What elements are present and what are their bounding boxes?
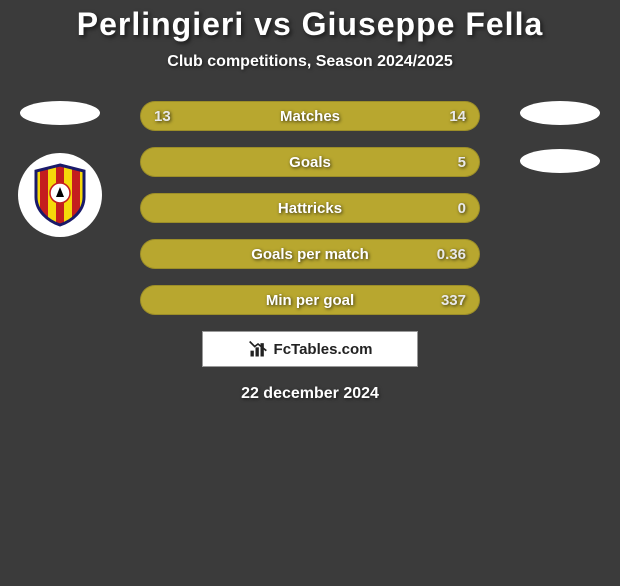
stat-label: Min per goal	[266, 292, 354, 309]
date-text: 22 december 2024	[0, 385, 620, 403]
stat-right-value: 5	[458, 154, 466, 171]
stat-label: Goals per match	[251, 246, 369, 263]
stat-row-goals: Goals 5	[140, 147, 480, 177]
watermark: FcTables.com	[202, 331, 418, 367]
watermark-text: FcTables.com	[274, 341, 373, 358]
stat-label: Goals	[289, 154, 331, 171]
stat-rows: 13 Matches 14 Goals 5 Hattricks 0 Goals …	[140, 101, 480, 315]
stat-row-gpm: Goals per match 0.36	[140, 239, 480, 269]
comparison-subtitle: Club competitions, Season 2024/2025	[0, 53, 620, 71]
stat-label: Matches	[280, 108, 340, 125]
stat-row-matches: 13 Matches 14	[140, 101, 480, 131]
player-left-placeholder	[20, 101, 100, 125]
comparison-title: Perlingieri vs Giuseppe Fella	[0, 6, 620, 43]
bar-chart-icon	[248, 339, 268, 359]
comparison-content: 13 Matches 14 Goals 5 Hattricks 0 Goals …	[0, 101, 620, 403]
team-left-badge	[18, 153, 102, 237]
shield-icon	[32, 163, 88, 227]
team-right-placeholder	[520, 149, 600, 173]
stat-left-value: 13	[154, 108, 171, 125]
stat-row-hattricks: Hattricks 0	[140, 193, 480, 223]
stat-row-mpg: Min per goal 337	[140, 285, 480, 315]
stat-right-value: 0	[458, 200, 466, 217]
stat-label: Hattricks	[278, 200, 342, 217]
player-right-placeholder	[520, 101, 600, 125]
stat-right-value: 14	[449, 108, 466, 125]
stat-right-value: 0.36	[437, 246, 466, 263]
stat-right-value: 337	[441, 292, 466, 309]
